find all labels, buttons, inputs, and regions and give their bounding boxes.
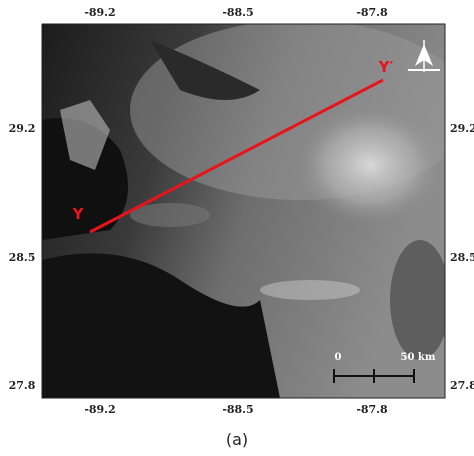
lon-tick-bottom: -87.8	[356, 403, 388, 416]
scale-bar	[333, 369, 415, 383]
map-frame	[41, 23, 446, 399]
lon-tick-bottom: -89.2	[84, 403, 115, 416]
satellite-image	[42, 24, 445, 398]
lon-tick-top: -88.5	[222, 6, 253, 19]
transect-end-label: Y′	[378, 58, 394, 76]
lat-tick-right: 28.5	[450, 251, 474, 264]
lat-tick-left: 27.8	[9, 379, 36, 392]
lon-tick-top: -87.8	[356, 6, 388, 19]
transect-start-label: Y	[72, 205, 85, 223]
scale-start: 0	[335, 352, 342, 363]
lat-tick-left: 28.5	[9, 251, 36, 264]
lat-tick-right: 27.8	[450, 379, 474, 392]
caption: (a)	[226, 430, 248, 449]
lon-tick-bottom: -88.5	[222, 403, 253, 416]
lon-tick-top: -89.2	[84, 6, 115, 19]
transect-line	[89, 78, 384, 234]
lat-tick-left: 29.2	[9, 122, 36, 135]
lat-tick-right: 29.2	[450, 122, 474, 135]
scale-end: 50 km	[401, 352, 436, 363]
north-arrow	[408, 40, 440, 72]
